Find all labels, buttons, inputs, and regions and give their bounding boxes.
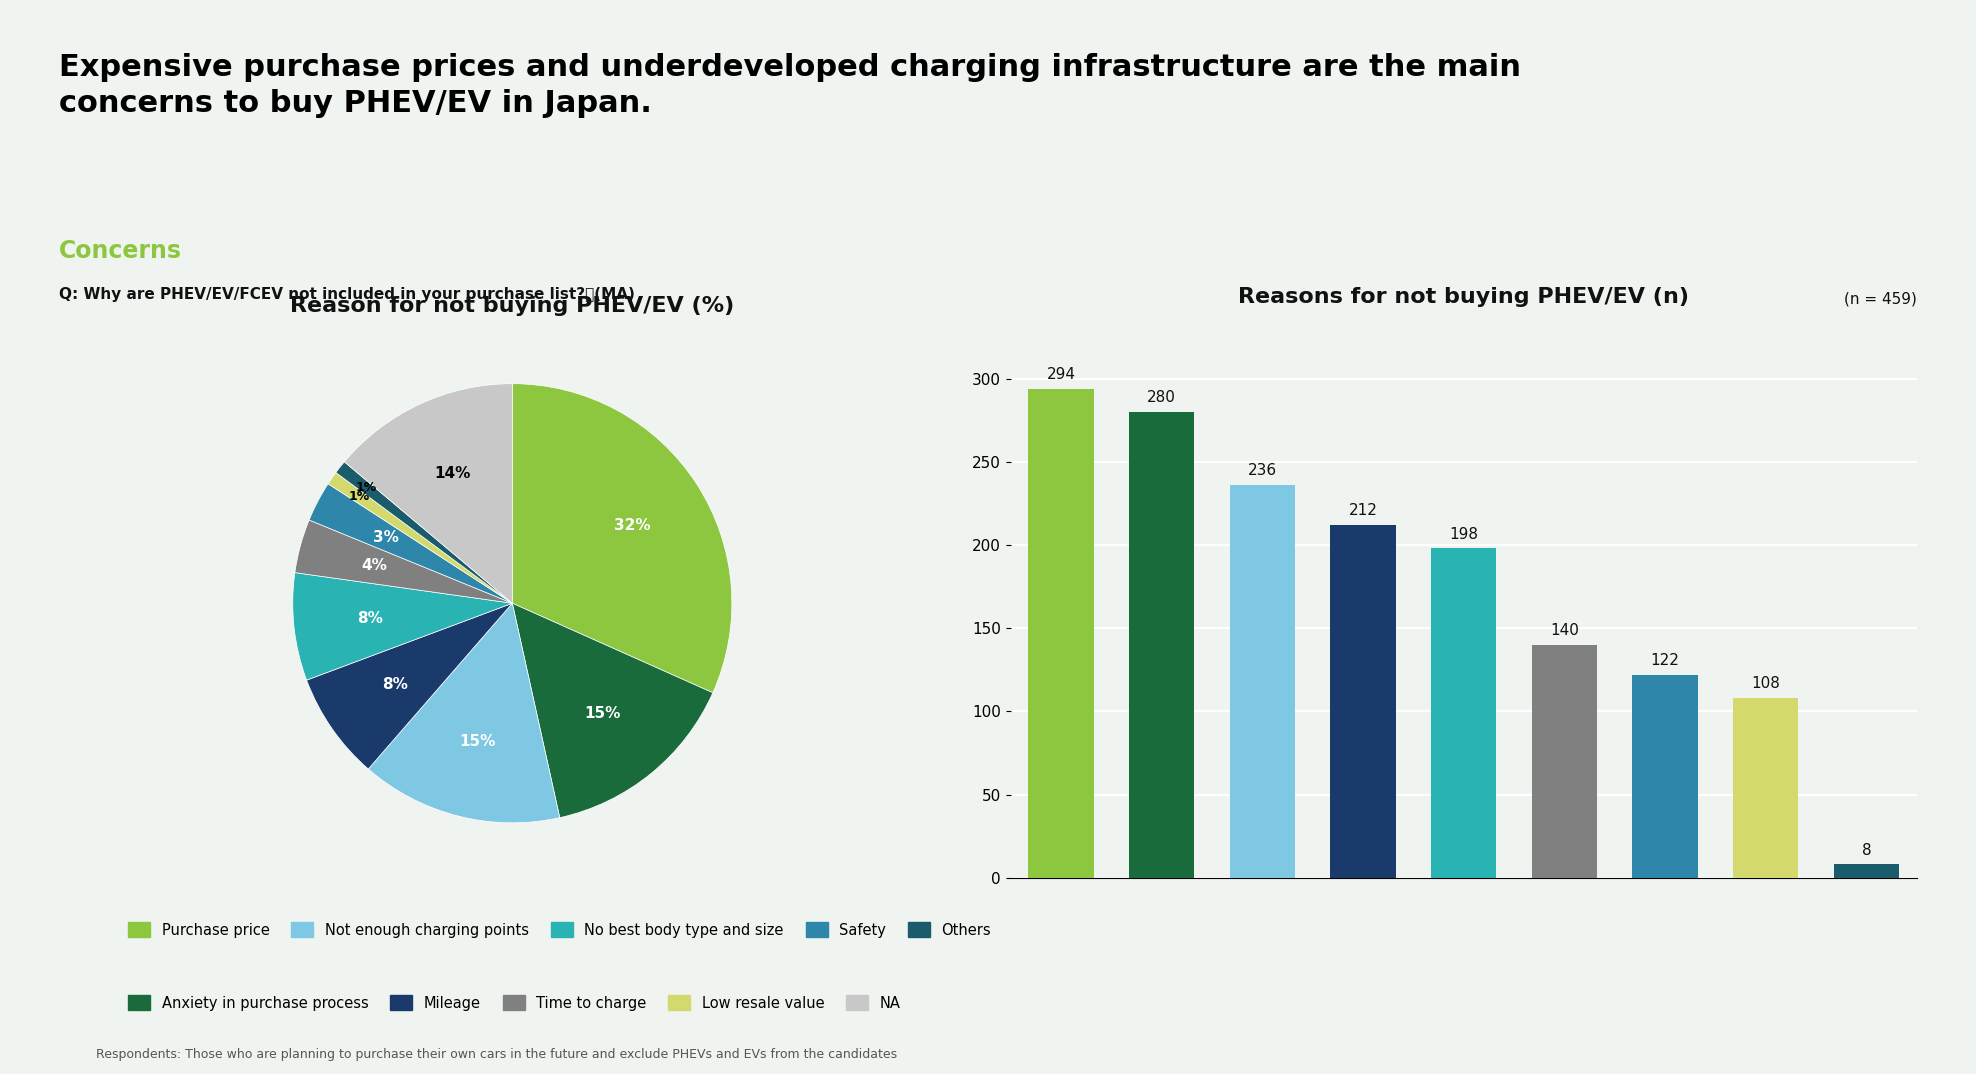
Wedge shape: [336, 462, 512, 604]
Text: 212: 212: [1348, 504, 1377, 519]
Text: Concerns: Concerns: [59, 238, 182, 263]
Wedge shape: [328, 473, 512, 604]
Bar: [1229, 485, 1294, 877]
Wedge shape: [292, 572, 512, 680]
Title: Reason for not buying PHEV/EV (%): Reason for not buying PHEV/EV (%): [290, 296, 735, 316]
Text: 8%: 8%: [358, 611, 383, 626]
Bar: [1028, 389, 1093, 877]
Wedge shape: [294, 520, 512, 604]
Text: 236: 236: [1247, 464, 1276, 479]
Text: 294: 294: [1047, 367, 1075, 382]
Text: 3%: 3%: [373, 529, 399, 545]
Text: Q: Why are PHEV/EV/FCEV not included in your purchase list?　(MA): Q: Why are PHEV/EV/FCEV not included in …: [59, 287, 634, 302]
Text: 8: 8: [1861, 843, 1871, 858]
Bar: [1431, 549, 1496, 877]
Wedge shape: [368, 604, 559, 823]
Text: 280: 280: [1148, 390, 1176, 405]
Text: 198: 198: [1448, 526, 1478, 541]
Text: 15%: 15%: [585, 707, 620, 722]
Text: Reasons for not buying PHEV/EV (n): Reasons for not buying PHEV/EV (n): [1239, 287, 1689, 307]
Text: 14%: 14%: [435, 466, 470, 481]
Text: 32%: 32%: [615, 518, 650, 533]
Text: 1%: 1%: [348, 491, 370, 504]
Text: 1%: 1%: [356, 481, 377, 494]
Text: 15%: 15%: [458, 735, 496, 749]
Bar: [1330, 525, 1395, 877]
Text: 4%: 4%: [362, 558, 387, 574]
Legend: Anxiety in purchase process, Mileage, Time to charge, Low resale value, NA: Anxiety in purchase process, Mileage, Ti…: [123, 989, 907, 1016]
Text: 140: 140: [1549, 623, 1579, 638]
Text: 8%: 8%: [381, 677, 407, 692]
Text: (n = 459): (n = 459): [1844, 292, 1917, 307]
Bar: [1733, 698, 1798, 877]
Text: Respondents: Those who are planning to purchase their own cars in the future and: Respondents: Those who are planning to p…: [97, 1048, 897, 1061]
Text: 122: 122: [1650, 653, 1680, 668]
Wedge shape: [512, 383, 731, 693]
Text: 108: 108: [1751, 677, 1780, 692]
Wedge shape: [512, 604, 713, 817]
Wedge shape: [308, 483, 512, 604]
Bar: [1834, 865, 1899, 877]
Wedge shape: [344, 383, 512, 604]
Bar: [1531, 644, 1597, 877]
Text: Expensive purchase prices and underdeveloped charging infrastructure are the mai: Expensive purchase prices and underdevel…: [59, 54, 1522, 118]
Bar: [1128, 412, 1194, 877]
Bar: [1632, 674, 1697, 877]
Wedge shape: [306, 604, 512, 769]
